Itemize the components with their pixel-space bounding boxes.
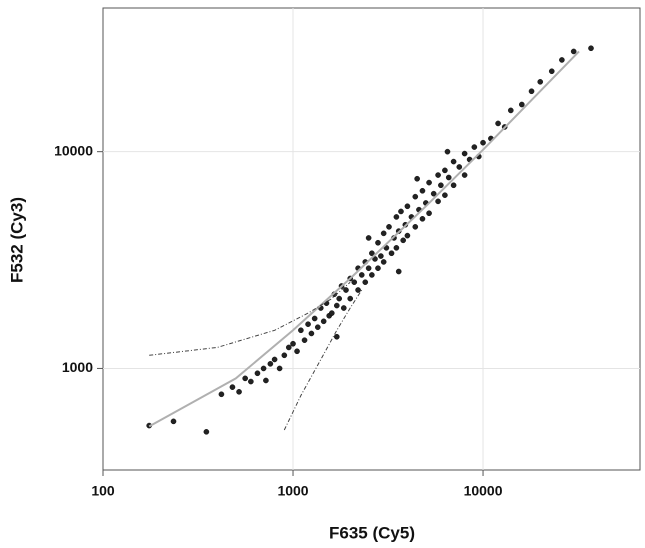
point: [305, 321, 311, 327]
point: [242, 375, 248, 382]
point: [588, 45, 594, 52]
point: [404, 203, 411, 210]
point: [435, 172, 441, 178]
point: [290, 340, 296, 347]
point: [334, 302, 340, 309]
point: [276, 365, 283, 372]
point: [412, 224, 419, 230]
point: [450, 182, 457, 189]
fit-line: [149, 281, 351, 356]
point: [343, 287, 349, 293]
point: [267, 361, 274, 367]
point: [340, 305, 347, 311]
point: [419, 187, 426, 194]
point: [393, 214, 400, 220]
point: [294, 348, 300, 355]
point: [519, 101, 525, 108]
point: [263, 377, 269, 384]
point: [308, 330, 315, 337]
point: [430, 190, 437, 197]
point: [400, 237, 406, 244]
point: [412, 193, 419, 200]
point: [398, 208, 404, 215]
point: [388, 250, 395, 257]
point: [375, 239, 381, 246]
point: [380, 230, 387, 237]
plot-area: [102, 7, 641, 471]
x-tick-label: 100: [91, 483, 115, 499]
point: [456, 164, 463, 170]
y-tick-label: 1000: [62, 359, 93, 375]
fit-line: [283, 289, 363, 431]
point: [450, 158, 457, 165]
point: [301, 337, 308, 343]
point: [170, 418, 177, 425]
point: [461, 150, 468, 157]
point: [314, 324, 321, 330]
point: [229, 384, 236, 390]
point: [395, 268, 402, 275]
point: [203, 429, 210, 435]
point: [548, 68, 555, 75]
y-tick-label: 10000: [54, 142, 93, 158]
point: [414, 175, 420, 182]
point: [218, 391, 225, 398]
point: [559, 57, 565, 63]
point: [480, 139, 486, 146]
point: [435, 198, 441, 205]
point: [369, 272, 375, 278]
point: [372, 256, 378, 262]
fit-line: [148, 50, 580, 428]
point: [362, 279, 369, 285]
point: [528, 88, 535, 95]
point: [426, 179, 432, 186]
point: [236, 389, 242, 395]
point: [404, 232, 411, 239]
point: [380, 259, 387, 265]
point: [347, 295, 354, 302]
point: [355, 287, 361, 293]
point: [393, 245, 400, 251]
point: [386, 224, 392, 230]
point: [281, 352, 288, 359]
point: [365, 235, 372, 241]
point: [320, 318, 327, 325]
point: [254, 370, 261, 377]
point: [285, 344, 292, 351]
point: [351, 279, 358, 285]
x-tick-label: 1000: [277, 483, 308, 499]
point: [365, 265, 372, 272]
point: [461, 172, 468, 178]
point: [444, 148, 451, 155]
point: [537, 79, 544, 85]
point: [507, 107, 514, 114]
y-axis-label: F532 (Cy3): [7, 197, 26, 283]
point: [378, 253, 384, 259]
point: [329, 310, 335, 316]
point: [358, 272, 365, 278]
point: [495, 120, 501, 127]
point: [426, 210, 432, 217]
point: [336, 295, 342, 302]
point: [570, 48, 577, 55]
point: [445, 174, 452, 181]
point: [260, 365, 267, 372]
point: [334, 333, 340, 340]
point: [248, 378, 254, 385]
point: [271, 356, 278, 363]
point: [419, 216, 426, 222]
point: [369, 250, 375, 257]
point: [438, 182, 444, 189]
point: [442, 167, 448, 174]
point: [298, 327, 304, 334]
x-axis-label: F635 (Cy5): [329, 523, 415, 542]
point: [311, 315, 318, 322]
point: [442, 192, 448, 198]
point: [375, 265, 381, 272]
x-tick-label: 10000: [464, 483, 503, 499]
point: [471, 144, 478, 150]
